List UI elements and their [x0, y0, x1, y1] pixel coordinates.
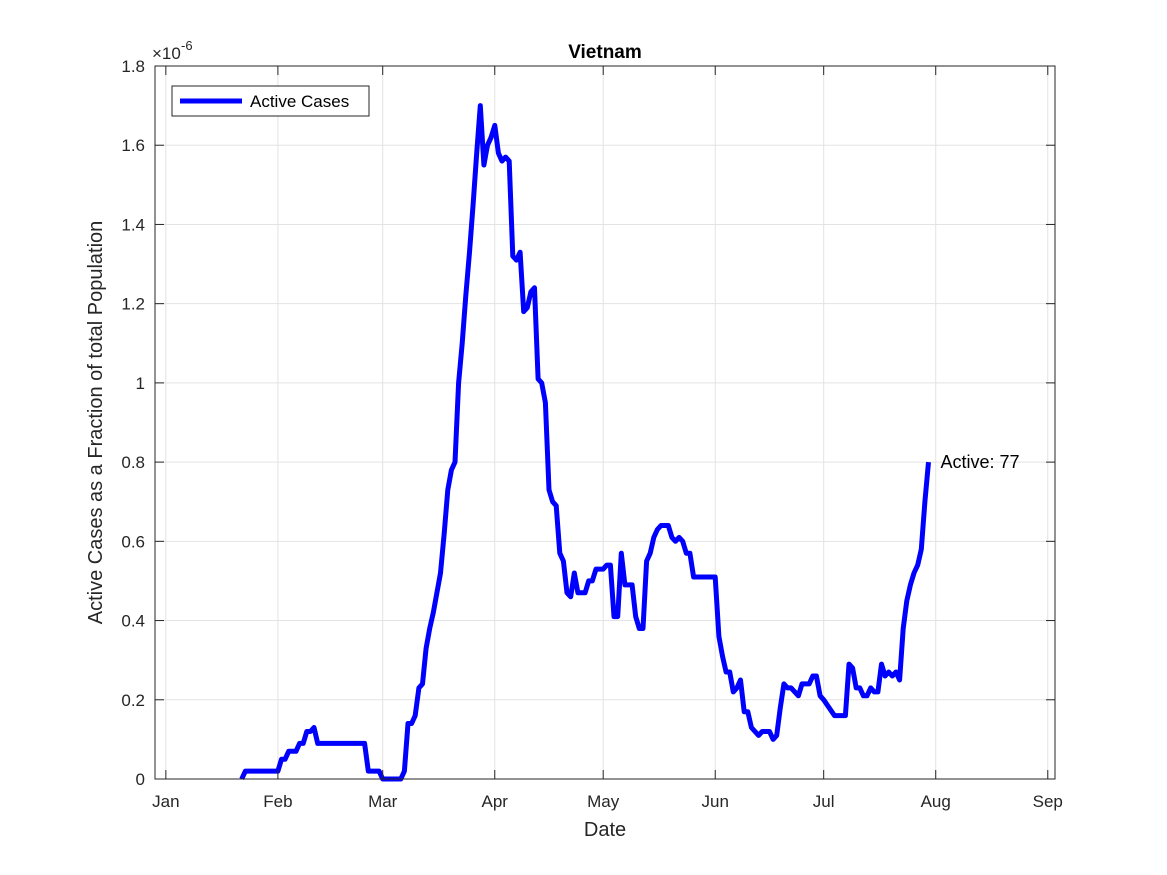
- y-exponent-label: ×10 -6: [152, 38, 193, 63]
- x-tick-label-apr: Apr: [482, 792, 509, 811]
- x-tick-label-aug: Aug: [921, 792, 951, 811]
- x-ticks: [165, 66, 1049, 779]
- y-tick-label-1-8: 1.8: [121, 57, 145, 76]
- x-tick-label-may: May: [587, 792, 620, 811]
- y-ticks: [155, 65, 1055, 780]
- annotation-active-count: Active: 77: [940, 452, 1019, 472]
- chart-title: Vietnam: [568, 42, 642, 63]
- y-axis-label: Active Cases as a Fraction of total Popu…: [85, 221, 107, 625]
- y-tick-label-1-6: 1.6: [121, 136, 145, 155]
- x-tick-label-mar: Mar: [368, 792, 398, 811]
- y-tick-label-1-2: 1.2: [121, 295, 145, 314]
- x-tick-label-jun: Jun: [702, 792, 729, 811]
- legend-entry-active-cases: Active Cases: [250, 92, 349, 111]
- plot-area: [155, 66, 1055, 779]
- y-tick-label-0-4: 0.4: [121, 612, 145, 631]
- y-tick-labels: 0 0.2 0.4 0.6 0.8 1 1.2 1.4 1.6 1.8: [121, 57, 145, 789]
- series-layer: [239, 103, 931, 782]
- x-tick-label-feb: Feb: [263, 792, 292, 811]
- axes-box: [154, 65, 1056, 780]
- y-tick-label-0: 0: [136, 770, 145, 789]
- y-tick-label-0-2: 0.2: [121, 691, 145, 710]
- legend: Active Cases: [171, 85, 370, 117]
- y-tick-label-0-8: 0.8: [121, 453, 145, 472]
- y-tick-label-1: 1: [136, 374, 145, 393]
- x-tick-label-jul: Jul: [813, 792, 835, 811]
- y-tick-label-1-4: 1.4: [121, 215, 145, 234]
- y-tick-label-0-6: 0.6: [121, 532, 145, 551]
- y-exponent-power: -6: [181, 38, 193, 53]
- y-exponent-base: ×10: [152, 44, 181, 63]
- series-line-active-cases: [239, 103, 931, 782]
- x-tick-labels: Jan Feb Mar Apr May Jun Jul Aug Sep: [152, 792, 1063, 811]
- x-gridlines: [165, 66, 1049, 779]
- x-tick-label-sep: Sep: [1033, 792, 1063, 811]
- x-tick-label-jan: Jan: [152, 792, 179, 811]
- x-axis-label: Date: [584, 819, 626, 841]
